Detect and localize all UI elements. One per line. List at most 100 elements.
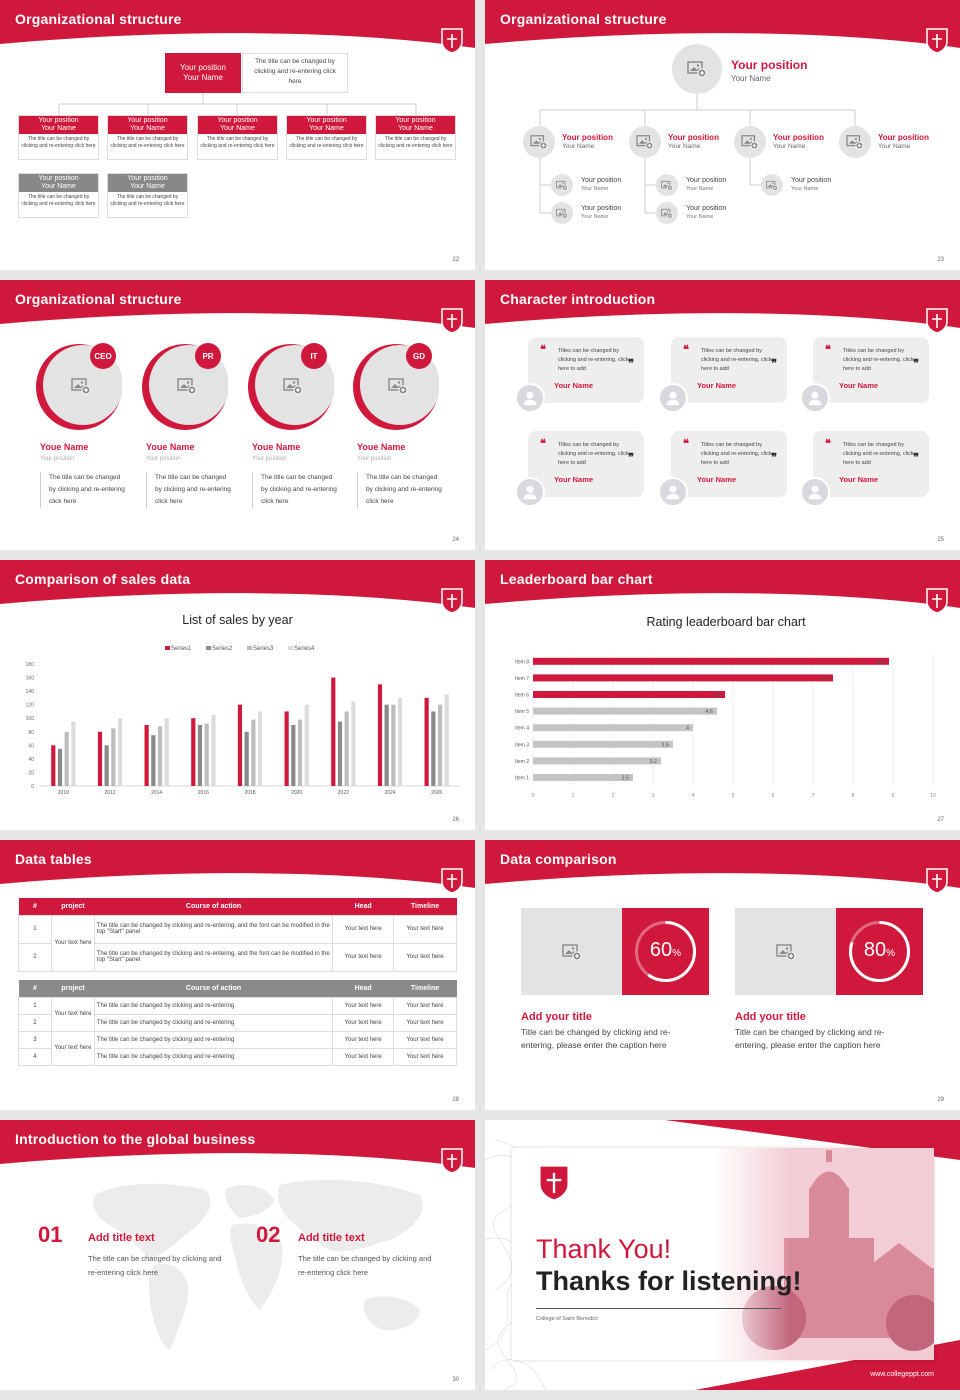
quote-text: Titles can be changed by clicking and re… [558,442,629,466]
quote-card[interactable]: ❝ ❞ Titles can be changed by clicking and … [528,337,644,403]
avatar-placeholder-small[interactable] [656,202,678,224]
y-tick-label: 80 [28,730,34,736]
avatar-placeholder[interactable] [629,126,661,158]
progress-panel: 60% [622,908,709,995]
slide-28[interactable]: Data tables # project Course of action H… [0,840,475,1110]
image-placeholder-icon [661,208,673,219]
slide-title: Data comparison [500,851,617,867]
slide-24[interactable]: Organizational structure CEO Youe Name Y… [0,280,475,550]
cell: Your text here [393,1047,457,1066]
cell: 2 [18,1013,52,1032]
avatar [515,477,545,507]
connector-lines [539,94,856,214]
slide-23[interactable]: Organizational structure Your position Yo… [485,0,960,270]
quote-card[interactable]: ❝ ❞ Titles can be changed by clicking and … [671,431,787,497]
bar [144,725,149,786]
close-quote-icon: ❞ [771,452,777,464]
data-table-1: # project Course of action Head Timeline… [18,898,457,972]
bar [437,704,443,786]
name-label: Your Name [791,186,819,192]
position-desc: The title can be changed by clicking and… [378,136,453,149]
quote-card[interactable]: ❝ ❞ Titles can be changed by clicking and … [671,337,787,403]
bar [164,718,169,786]
x-tick-label: 2026 [431,790,442,796]
chart-title: List of sales by year [182,613,293,627]
open-quote-icon: ❝ [683,344,689,356]
shield-logo-icon [926,308,948,334]
cell: 1 [18,914,52,944]
position-desc: The title can be changed by clicking and… [21,194,96,207]
avatar-placeholder[interactable] [523,126,555,158]
position-box-gray[interactable]: Your position Your Name The title can be c… [107,173,188,218]
cell: Your text here [332,1047,395,1066]
cell: 3 [18,1030,52,1049]
user-icon [806,389,824,407]
website-url[interactable]: www.collegeppt.com [870,1371,934,1378]
image-placeholder[interactable] [521,908,622,995]
item-desc: The title can be changed by clicking and… [298,1254,432,1277]
position-box[interactable]: Your position Your Name The title can be c… [197,115,278,160]
x-tick-label: 7 [812,793,815,799]
position-box[interactable]: Your position Your Name The title can be c… [107,115,188,160]
image-placeholder[interactable] [735,908,836,995]
col-header: project [61,902,85,910]
bar [444,694,449,786]
shield-logo-icon [441,588,463,614]
position-box[interactable]: Your position Your Name The title can be c… [286,115,367,160]
position-box[interactable]: Your position Your Name The title can be c… [375,115,456,160]
slide-title: Character introduction [500,291,656,307]
cell: Your text here [50,914,95,972]
slide-27[interactable]: Leaderboard bar chart Rating leaderboard… [485,560,960,830]
slide-25[interactable]: Character introduction ❝ ❞ Titles can be c… [485,280,960,550]
slide-31[interactable]: Thank You! Thanks for listening! College… [485,1120,960,1390]
quote-card[interactable]: ❝ ❞ Titles can be changed by clicking and … [813,337,929,403]
slide-26[interactable]: Comparison of sales data List of sales b… [0,560,475,830]
cell: The title can be changed by clicking and… [93,914,334,944]
y-tick-label: Item 3 [515,742,529,748]
avatar-placeholder-small[interactable] [656,174,678,196]
table-row: 3 Your text here The title can be change… [18,1030,457,1066]
position-box[interactable]: Your position Your Name The title can be c… [18,115,99,160]
top-position-box[interactable]: Your position Your Name [165,53,241,93]
avatar-placeholder[interactable] [672,44,722,94]
x-tick-label: 2022 [338,790,349,796]
value-label: 3.5 [661,742,669,748]
page-number: 24 [452,537,459,543]
avatar-placeholder-small[interactable] [551,202,573,224]
avatar-placeholder-small[interactable] [551,174,573,196]
position-label: Your position [686,177,727,184]
bar [533,657,889,665]
position-box-gray[interactable]: Your position Your Name The title can be c… [18,173,99,218]
bar [391,704,396,786]
col-header: Course of action [185,984,242,992]
bar [251,719,256,786]
quote-card[interactable]: ❝ ❞ Titles can be changed by clicking and … [528,431,644,497]
cell: Your text here [332,914,395,944]
slide-30[interactable]: Introduction to the global business 01 A… [0,1120,475,1390]
percent-unit: % [886,948,896,959]
close-quote-icon: ❞ [628,358,634,370]
close-quote-icon: ❞ [628,452,634,464]
item-title: Add title text [298,1232,365,1244]
quote-card[interactable]: ❝ ❞ Titles can be changed by clicking and … [813,431,929,497]
slide-title: Organizational structure [15,11,182,27]
ring-progress [635,921,696,982]
bar [64,731,69,786]
avatar-placeholder-small[interactable] [761,174,783,196]
slide-22[interactable]: Organizational structure Your position Y… [0,0,475,270]
y-tick-label: Item 4 [515,726,529,732]
shield-logo-icon [441,868,463,894]
col-header: Timeline [410,902,440,910]
bar [331,677,336,786]
position-desc: The title can be changed by clicking and… [110,194,185,207]
name-label: Your Name [668,143,701,150]
thanks-listening-heading: Thanks for listening! [536,1266,802,1296]
name-label: Your Name [581,214,609,220]
cell: 4 [18,1047,52,1066]
slide-29[interactable]: Data comparison 60% Add your title Title… [485,840,960,1110]
avatar-placeholder[interactable] [839,126,871,158]
open-quote-icon: ❝ [540,344,546,356]
bar [291,725,296,786]
image-placeholder-icon [556,208,568,219]
avatar-placeholder[interactable] [734,126,766,158]
